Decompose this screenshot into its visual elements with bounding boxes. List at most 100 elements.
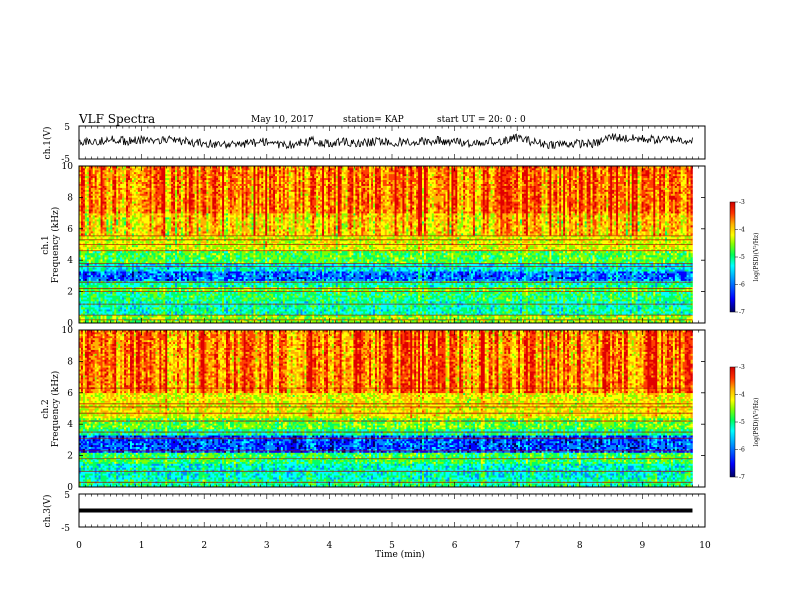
ch1-spec-cell bbox=[132, 317, 134, 319]
ch1-spec-cell bbox=[240, 309, 242, 311]
ch1-spec-cell bbox=[459, 317, 461, 319]
ch1-spec-cell bbox=[640, 311, 642, 313]
ch1-spec-cell bbox=[534, 309, 536, 311]
ch1-spec-cell bbox=[216, 305, 218, 307]
ch1-spec-cell bbox=[551, 311, 553, 313]
ch1-spec-cell bbox=[463, 309, 465, 311]
ch1-spec-cell bbox=[565, 311, 567, 313]
ch1-spec-cell bbox=[199, 309, 201, 311]
ch1-spec-cell bbox=[387, 307, 389, 309]
ch1-spec-cell bbox=[349, 311, 351, 313]
ch1-spec-cell bbox=[316, 307, 318, 309]
ch1-spec-cell bbox=[455, 311, 457, 313]
ch1-spec-cell bbox=[571, 307, 573, 309]
ch1-spec-cell bbox=[312, 317, 314, 319]
ch1-spec-cell bbox=[653, 307, 655, 309]
ch1-spec-cell bbox=[108, 309, 110, 311]
ch1-spec-cell bbox=[189, 309, 191, 311]
ch1-spec-cell bbox=[559, 317, 561, 319]
ch1-spec-cell bbox=[383, 309, 385, 311]
ch1-spec-cell bbox=[444, 309, 446, 311]
ch1-spec-cell bbox=[199, 317, 201, 319]
ch1-spec-cell bbox=[140, 309, 142, 311]
ch1-spectrogram-panel: 0246810 ch.1 Frequency (kHz) bbox=[41, 162, 705, 329]
ch1-spec-cell bbox=[234, 307, 236, 309]
ch1-spec-cell bbox=[602, 309, 604, 311]
ch1-spec-cell bbox=[416, 307, 418, 309]
ch1-spec-cell bbox=[314, 317, 316, 319]
ch1-spec-cell bbox=[163, 317, 165, 319]
ch1-spec-cell bbox=[400, 309, 402, 311]
ch1-spec-cell bbox=[395, 309, 397, 311]
ch1-spec-cell bbox=[585, 309, 587, 311]
ch1-spec-cell bbox=[604, 309, 606, 311]
ch1-spec-cell bbox=[491, 311, 493, 313]
ch1-spec-cell bbox=[171, 317, 173, 319]
ch1-spec-cell bbox=[124, 309, 126, 311]
ch1-spec-cell bbox=[508, 317, 510, 319]
ch1-spec-cell bbox=[459, 311, 461, 313]
ch1-spec-cell bbox=[101, 307, 103, 309]
ch1-spec-cell bbox=[240, 317, 242, 319]
ch1-spec-cell bbox=[640, 307, 642, 309]
ch1-spec-cell bbox=[508, 307, 510, 309]
ch1-spec-cell bbox=[520, 309, 522, 311]
ch1-spec-cell bbox=[106, 307, 108, 309]
ch1-spec-cell bbox=[349, 317, 351, 319]
ch1-spec-cell bbox=[202, 311, 204, 313]
ch1-spec-cell bbox=[428, 307, 430, 309]
ch1-spec-cell bbox=[251, 305, 253, 307]
ch1-spec-cell bbox=[408, 307, 410, 309]
ch1-spec-cell bbox=[434, 309, 436, 311]
ch1-spec-cell bbox=[461, 317, 463, 319]
ch1-spec-cell bbox=[93, 311, 95, 313]
ch1-spec-cell bbox=[146, 305, 148, 307]
ch1-spec-cell bbox=[600, 311, 602, 313]
ch1-spec-cell bbox=[469, 309, 471, 311]
ch1-spec-cell bbox=[689, 317, 691, 319]
ch1-spec-cell bbox=[189, 307, 191, 309]
ch1-spec-cell bbox=[103, 311, 105, 313]
ch1-spec-cell bbox=[289, 311, 291, 313]
ch1-spec-cell bbox=[432, 307, 434, 309]
ch1-spec-cell bbox=[587, 317, 589, 319]
ch1-spec-cell bbox=[144, 309, 146, 311]
ch1-spec-cell bbox=[97, 309, 99, 311]
ch1-spec-cell bbox=[414, 309, 416, 311]
ch1-spec-cell bbox=[285, 317, 287, 319]
ch1-spec-cell bbox=[540, 309, 542, 311]
ch1-spec-cell bbox=[95, 317, 97, 319]
ch1-spec-cell bbox=[312, 307, 314, 309]
ch1-spec-cell bbox=[299, 311, 301, 313]
ch1-spec-cell bbox=[602, 317, 604, 319]
ch1-spec-cell bbox=[163, 305, 165, 307]
ch1-spec-cell bbox=[285, 305, 287, 307]
ch1-spec-cell bbox=[683, 309, 685, 311]
ch1-spec-cell bbox=[422, 307, 424, 309]
ch1-spec-cell bbox=[152, 305, 154, 307]
ch1-spec-cell bbox=[645, 309, 647, 311]
ch1-spec-cell bbox=[449, 307, 451, 309]
ch1-spec-cell bbox=[410, 317, 412, 319]
ch1-spec-cell bbox=[299, 307, 301, 309]
ch1-spec-cell bbox=[275, 309, 277, 311]
ch1-spec-cell bbox=[510, 311, 512, 313]
ch1-spec-cell bbox=[551, 309, 553, 311]
ch1-spec-cell bbox=[638, 317, 640, 319]
ch1-spec-cell bbox=[487, 311, 489, 313]
ch1-spec-cell bbox=[579, 309, 581, 311]
ch1-spec-cell bbox=[271, 309, 273, 311]
ch1-spec-cell bbox=[675, 311, 677, 313]
ch1-spec-cell bbox=[334, 317, 336, 319]
ch1-spec-cell bbox=[104, 309, 106, 311]
ch1-spec-cell bbox=[326, 307, 328, 309]
ch1-spec-cell bbox=[559, 307, 561, 309]
ch1-spec-cell bbox=[420, 309, 422, 311]
ch1-spec-cell bbox=[114, 317, 116, 319]
ch1-spec-cell bbox=[657, 309, 659, 311]
ch1-spec-cell bbox=[304, 311, 306, 313]
ch1-spec-cell bbox=[361, 311, 363, 313]
ch1-spec-cell bbox=[583, 309, 585, 311]
ch1-spec-cell bbox=[583, 317, 585, 319]
ch1-spec-cell bbox=[400, 307, 402, 309]
